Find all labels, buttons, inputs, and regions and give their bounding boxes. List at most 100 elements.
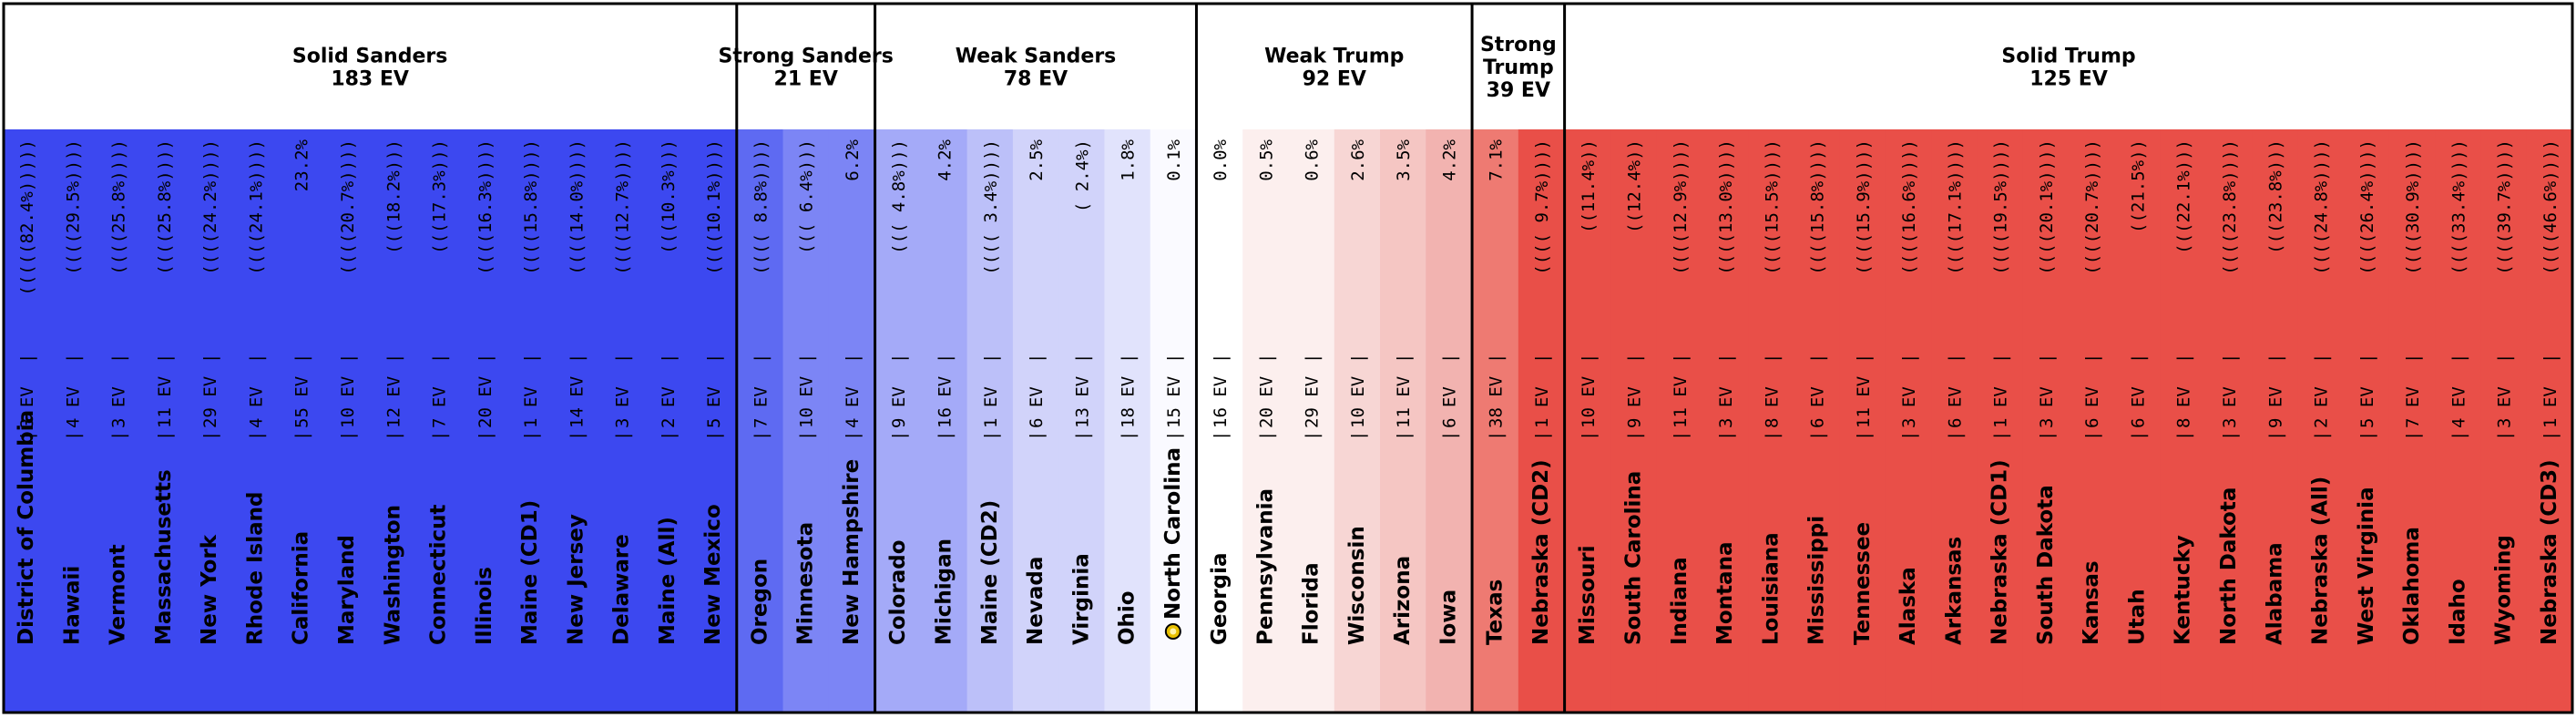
state-band-virginia (1058, 129, 1106, 713)
separator-label: | (1348, 431, 1368, 441)
state-band-north-carolina (1150, 129, 1197, 713)
separator-label: | (1532, 431, 1552, 441)
separator-label: | (843, 431, 863, 441)
margin-label: 0.5% (1256, 138, 1276, 180)
state-band-maine-cd1 (506, 129, 554, 713)
state-name-label: Alabama (2263, 542, 2286, 645)
separator-label: | (889, 354, 909, 364)
margin-label: ((((46.6%)))) (2540, 139, 2561, 275)
margin-label: (((22.1%))) (2174, 139, 2194, 254)
state-row-oklahoma: Oklahoma | 7 EV | ((((30.9%)))) (2400, 139, 2424, 645)
margin-label: (((((82.4%))))) (17, 139, 37, 296)
separator-label: | (1164, 431, 1184, 441)
separator-label: | (659, 354, 679, 364)
state-row-alabama: Alabama | 9 EV | (((23.8%))) (2263, 139, 2286, 645)
separator-label: | (292, 431, 312, 441)
separator-label: | (1119, 431, 1139, 441)
state-name-label: Florida (1300, 562, 1324, 645)
category-ev-label: 21 EV (774, 68, 838, 91)
separator-label: | (430, 354, 450, 364)
margin-label: 1.8% (1119, 138, 1139, 180)
separator-label: | (1762, 431, 1782, 441)
separator-label: | (2082, 354, 2102, 364)
separator-label: | (1532, 354, 1552, 364)
margin-label: 2.5% (1027, 138, 1047, 180)
state-name-label: Kansas (2080, 560, 2103, 645)
state-row-mississippi: Mississippi | 6 EV | ((((15.8%)))) (1805, 139, 1829, 645)
state-name-label: New Jersey (564, 514, 588, 645)
margin-label: ((((17.1%)))) (1945, 139, 1965, 275)
category-headers: Solid Sanders 183 EV Strong Sanders 21 EV We… (292, 34, 2136, 102)
separator-label: | (1303, 431, 1323, 441)
separator-label: | (475, 431, 496, 441)
state-name-label: Arizona (1391, 556, 1415, 645)
ev-label: 3 EV (109, 386, 129, 428)
ev-label: 2 EV (2312, 386, 2332, 428)
category-ev-label: 78 EV (1004, 68, 1068, 91)
separator-label: | (1808, 431, 1828, 441)
state-row-nebraska-cd1: Nebraska (CD1) | 1 EV | ((((19.5%)))) (1988, 139, 2012, 645)
ev-label: 6 EV (1945, 386, 1965, 428)
state-row-new-jersey: New Jersey | 14 EV | ((((14.0%)))) (564, 139, 588, 645)
state-band-south-dakota (2022, 129, 2070, 713)
state-name-label: Delaware (610, 534, 634, 645)
ev-label: 20 EV (475, 376, 496, 428)
state-row-maine-all: Maine (All) | 2 EV | (((10.3%))) (656, 139, 680, 645)
state-band-west-virginia (2343, 129, 2390, 713)
margin-label: ((((12.9%)))) (1671, 139, 1691, 275)
state-band-tennessee (1839, 129, 1886, 713)
separator-label: | (338, 354, 358, 364)
ev-label: 11 EV (1671, 376, 1691, 428)
separator-label: | (2495, 431, 2515, 441)
ev-label: 3 EV (1899, 386, 1919, 428)
ev-label: 12 EV (383, 376, 404, 428)
margin-label: (((10.3%))) (659, 139, 679, 254)
state-band-missouri (1565, 129, 1611, 713)
state-band-delaware (598, 129, 646, 713)
separator-label: | (109, 431, 129, 441)
state-band-nebraska-cd2 (1518, 129, 1565, 713)
margin-label: 6.2% (843, 138, 863, 180)
state-name-label: South Dakota (2034, 485, 2058, 645)
separator-label: | (1211, 354, 1231, 364)
state-band-nevada (1012, 129, 1059, 713)
separator-label: | (475, 354, 496, 364)
state-name-label: Ohio (1116, 590, 1140, 645)
ev-label: 3 EV (2220, 386, 2240, 428)
state-band-new-jersey (553, 129, 600, 713)
separator-label: | (613, 431, 633, 441)
state-name-label: New Mexico (701, 504, 725, 645)
state-row-alaska: Alaska | 3 EV | ((((16.6%)))) (1896, 139, 1920, 645)
margin-label: 4.2% (935, 138, 955, 180)
state-name-label: Virginia (1069, 553, 1093, 645)
state-name-label: Alaska (1896, 567, 1920, 645)
separator-label: | (1256, 354, 1276, 364)
category-header-solid-sanders: Solid Sanders 183 EV (292, 46, 447, 91)
state-name-label: Texas (1484, 580, 1508, 645)
state-name-label: Vermont (107, 544, 130, 645)
margin-label: ((((14.0%)))) (567, 139, 587, 275)
state-band-california (278, 129, 325, 713)
separator-label: | (935, 431, 955, 441)
separator-label: | (1164, 354, 1184, 364)
state-name-label: Arkansas (1942, 537, 1966, 645)
margin-label: ((((16.6%)))) (1899, 139, 1919, 275)
state-name-label: Missouri (1576, 545, 1600, 645)
state-name-label: Nebraska (CD3) (2538, 459, 2561, 645)
ev-label: 29 EV (1303, 376, 1323, 428)
separator-label: | (521, 431, 541, 441)
state-name-label: North Carolina (1161, 447, 1185, 620)
separator-label: | (2312, 431, 2332, 441)
state-name-label: Hawaii (60, 566, 84, 645)
state-name-label: Nebraska (CD2) (1529, 459, 1553, 645)
margin-label: 0.6% (1303, 138, 1323, 180)
category-name-label: Trump (1483, 56, 1554, 79)
separator-label: | (1487, 431, 1507, 441)
separator-label: | (1119, 354, 1139, 364)
category-name-label: Weak Sanders (956, 46, 1117, 68)
ev-label: 10 EV (1579, 376, 1599, 428)
ev-label: 9 EV (1625, 386, 1645, 428)
state-row-new-york: New York | 29 EV | ((((24.2%)))) (198, 139, 221, 645)
margin-label: ((((26.4%)))) (2357, 139, 2377, 275)
category-name-label: Solid Sanders (292, 46, 447, 68)
